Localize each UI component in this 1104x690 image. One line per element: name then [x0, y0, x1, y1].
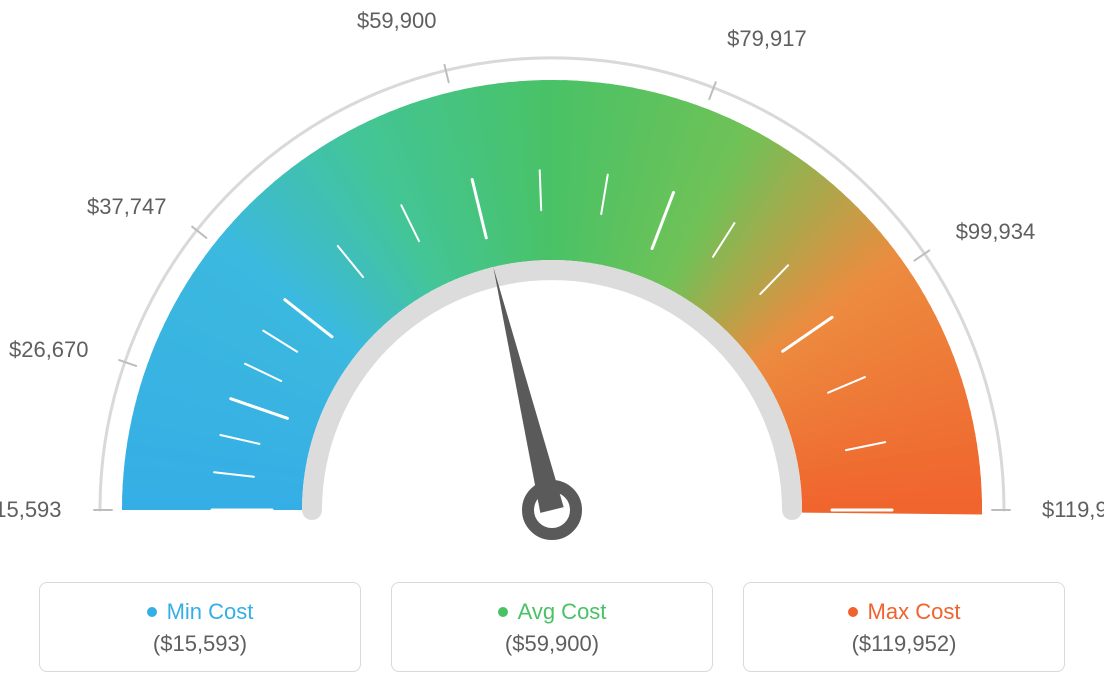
min-cost-dot [147, 607, 157, 617]
gauge-scale-label: $37,747 [87, 194, 167, 220]
gauge-chart-container: $15,593 $26,670 $37,747 $59,900 $79,917 $99,9… [0, 0, 1104, 690]
gauge-svg [0, 0, 1104, 560]
avg-cost-card: Avg Cost ($59,900) [391, 582, 713, 672]
min-cost-label: Min Cost [167, 599, 254, 625]
gauge-scale-label: $79,917 [727, 26, 807, 52]
gauge-area: $15,593 $26,670 $37,747 $59,900 $79,917 $99,9… [0, 0, 1104, 560]
max-cost-label: Max Cost [868, 599, 961, 625]
avg-cost-label: Avg Cost [518, 599, 607, 625]
avg-cost-title-row: Avg Cost [498, 599, 607, 625]
gauge-scale-label: $26,670 [9, 337, 89, 363]
max-cost-dot [848, 607, 858, 617]
max-cost-card: Max Cost ($119,952) [743, 582, 1065, 672]
gauge-scale-label: $119,952 [1042, 497, 1104, 523]
max-cost-title-row: Max Cost [848, 599, 961, 625]
min-cost-title-row: Min Cost [147, 599, 254, 625]
avg-cost-value: ($59,900) [402, 631, 702, 657]
gauge-scale-label: $15,593 [0, 497, 62, 523]
gauge-scale-label: $99,934 [956, 219, 1036, 245]
summary-cards: Min Cost ($15,593) Avg Cost ($59,900) Ma… [0, 582, 1104, 672]
max-cost-value: ($119,952) [754, 631, 1054, 657]
avg-cost-dot [498, 607, 508, 617]
gauge-scale-label: $59,900 [357, 8, 437, 34]
min-cost-value: ($15,593) [50, 631, 350, 657]
min-cost-card: Min Cost ($15,593) [39, 582, 361, 672]
